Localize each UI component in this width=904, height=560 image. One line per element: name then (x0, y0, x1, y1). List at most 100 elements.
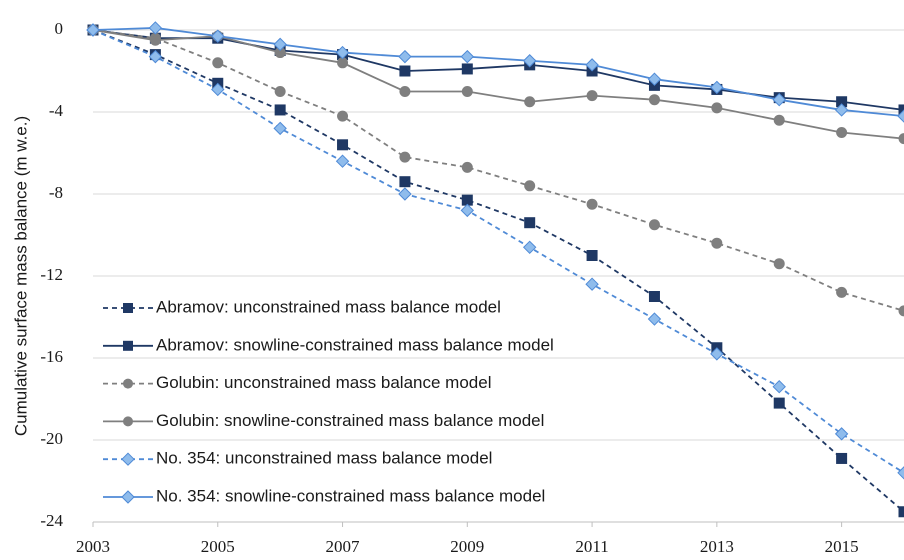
marker (398, 49, 412, 64)
marker (461, 86, 473, 97)
marker (212, 57, 224, 69)
legend-entry: Abramov: unconstrained mass balance mode… (103, 297, 501, 316)
marker (836, 286, 848, 298)
legend-label: Abramov: snowline-constrained mass balan… (156, 335, 554, 354)
y-axis-title: Cumulative surface mass balance (m w.e.) (11, 116, 30, 436)
marker (461, 194, 473, 206)
marker (772, 379, 786, 394)
marker (273, 121, 287, 136)
legend-label: Golubin: snowline-constrained mass balan… (156, 411, 544, 430)
marker (772, 92, 786, 107)
marker (836, 127, 848, 138)
x-tick-label: 2005 (201, 537, 235, 556)
legend-marker (123, 303, 133, 313)
x-tick-label: 2003 (76, 537, 110, 556)
series-line (92, 29, 904, 513)
legend-label: No. 354: snowline-constrained mass balan… (156, 486, 545, 505)
marker (585, 277, 599, 291)
marker (398, 187, 412, 201)
marker (274, 86, 286, 97)
marker (898, 506, 904, 518)
legend-marker (121, 490, 135, 504)
marker (648, 94, 660, 106)
marker (897, 466, 904, 480)
marker (834, 427, 849, 441)
legend-label: Abramov: unconstrained mass balance mode… (156, 297, 501, 316)
marker (148, 21, 163, 35)
series-line (92, 29, 904, 312)
legend-entry: Golubin: snowline-constrained mass balan… (103, 411, 544, 430)
y-tick-label: 0 (55, 19, 64, 38)
legend-label: No. 354: unconstrained mass balance mode… (156, 449, 492, 468)
marker (711, 102, 723, 114)
series-line (92, 27, 904, 117)
marker (524, 180, 536, 192)
marker (647, 72, 662, 86)
marker (773, 258, 785, 270)
marker (148, 49, 163, 64)
legend-marker (123, 416, 133, 427)
y-tick-label: -12 (40, 265, 63, 284)
series-line (92, 29, 904, 111)
y-tick-label: -4 (49, 101, 64, 120)
x-tick-label: 2011 (575, 537, 608, 556)
marker (461, 161, 473, 173)
marker (898, 133, 904, 145)
marker (273, 37, 287, 52)
y-tick-label: -8 (49, 183, 63, 202)
marker (836, 452, 848, 464)
marker (335, 154, 350, 168)
y-tick-label: -20 (40, 429, 63, 448)
marker (86, 23, 100, 37)
marker (399, 86, 411, 97)
marker (522, 240, 537, 255)
marker (337, 139, 349, 151)
legend-marker (123, 340, 133, 351)
marker (399, 65, 411, 77)
marker (586, 250, 598, 261)
legend-marker (123, 378, 133, 389)
marker (898, 305, 904, 317)
marker (897, 109, 904, 123)
y-tick-label: -16 (40, 347, 63, 366)
marker (274, 104, 286, 116)
marker (586, 90, 598, 102)
series-line (92, 29, 904, 140)
legend-marker (121, 452, 135, 466)
legend-label: Golubin: unconstrained mass balance mode… (156, 373, 491, 392)
x-tick-label: 2015 (825, 537, 859, 556)
legend-entry: No. 354: unconstrained mass balance mode… (103, 449, 492, 468)
marker (399, 151, 411, 163)
marker (834, 103, 849, 117)
marker (710, 80, 724, 95)
marker (648, 291, 660, 302)
marker (524, 96, 536, 108)
legend-entry: Golubin: unconstrained mass balance mode… (103, 373, 491, 392)
y-tick-label: -24 (40, 511, 63, 530)
marker (773, 114, 785, 126)
series (86, 23, 904, 480)
marker (337, 110, 349, 122)
marker (773, 397, 785, 409)
series (87, 24, 904, 145)
marker (711, 237, 723, 249)
marker (898, 104, 904, 116)
series-line (92, 29, 904, 474)
marker (211, 29, 225, 43)
marker (586, 198, 598, 210)
marker (524, 217, 536, 229)
marker (460, 203, 475, 218)
series (87, 24, 904, 317)
marker (461, 63, 473, 75)
marker (647, 312, 662, 326)
x-tick-label: 2007 (326, 537, 361, 556)
marker (522, 54, 537, 68)
marker (585, 58, 599, 72)
series (87, 24, 904, 518)
marker (399, 176, 411, 188)
x-tick-label: 2013 (700, 537, 734, 556)
marker (211, 82, 225, 97)
legend-entry: Abramov: snowline-constrained mass balan… (103, 335, 554, 354)
marker (710, 347, 724, 361)
